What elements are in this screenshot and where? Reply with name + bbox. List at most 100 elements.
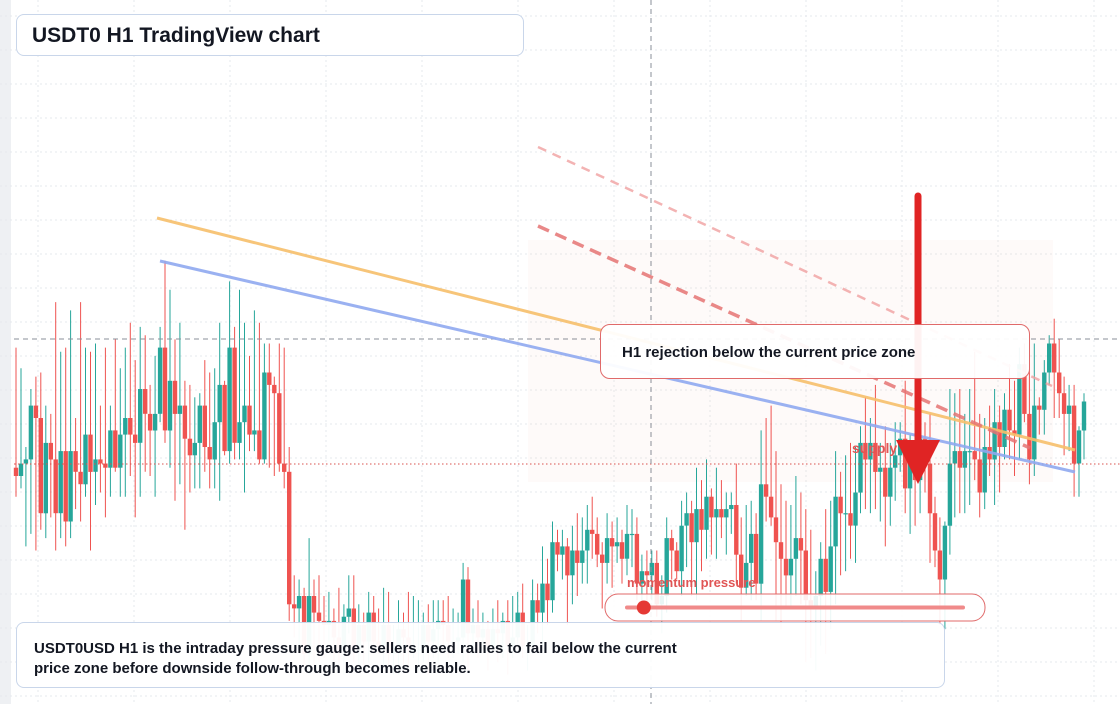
momentum-gauge-knob[interactable] [636,600,651,615]
candle-body [232,347,237,443]
candle-bullish [197,393,202,489]
analysis-note-card: USDT0USD H1 is the intraday pressure gau… [16,622,945,688]
candle-body [1037,405,1042,410]
candle-body [823,558,828,592]
candle-body [669,538,674,551]
candle-bearish [768,405,774,526]
candle-bullish [580,517,585,584]
candle-body [38,418,43,514]
candle-bearish [128,322,133,476]
candle-body [853,492,858,526]
candle-bullish [878,442,883,522]
candle-body [555,542,560,555]
candle-bearish [669,529,674,580]
candle-body [152,413,158,431]
candle-bearish [595,517,600,568]
candle-bearish [172,339,178,501]
candle-body [942,525,948,580]
candle-bearish [207,372,212,489]
candle-body [93,459,98,472]
candle-body [952,451,957,464]
candle-bullish [982,418,987,510]
candle-bullish [1032,343,1037,476]
candle-body [649,562,654,576]
candle-body [187,438,193,456]
candle-body [729,505,734,510]
candle-body [734,505,739,555]
candle-body [272,384,277,394]
candle-body [292,604,297,609]
candle-body [296,596,302,609]
candle-bearish [863,397,868,510]
candle-body [177,405,183,414]
candle-body [982,447,987,493]
candle-body [1071,405,1077,464]
candle-body [947,463,953,526]
candle-bearish [162,260,168,443]
candle-body [197,405,202,443]
candle-bearish [1057,339,1062,418]
candle-body [679,525,684,572]
candle-bearish [53,302,58,551]
candle-bullish [833,451,838,605]
candle-bearish [33,376,39,551]
candle-body [773,517,779,543]
candle-body [18,463,24,476]
candle-body [937,550,943,580]
candle-body [13,467,19,476]
candle-body [689,513,694,543]
candle-body [694,509,699,543]
candle-body [744,562,749,588]
candle-bearish [143,335,148,472]
candle-bearish [555,529,560,572]
candle-body [585,529,590,551]
candle-body [346,608,351,617]
candle-body [838,496,843,514]
candle-body [957,451,962,468]
candle-body [28,405,34,460]
chart-title-card: USDT0 H1 TradingView chart [16,14,524,56]
candle-body [778,542,784,559]
candle-body [873,442,878,472]
candle-bullish [570,525,575,605]
candle-body [768,496,774,518]
candle-body [1007,409,1012,431]
candle-body [227,347,232,452]
candle-bullish [227,281,232,464]
candle-body [282,463,287,472]
candle-body [287,471,292,605]
candle-bullish [744,505,749,596]
candle-body [58,451,63,514]
candle-bearish [873,384,878,510]
candle-body [724,509,729,518]
candle-bearish [133,360,138,518]
rejection-callout: H1 rejection below the current price zon… [600,324,1030,379]
candle-bullish [843,455,848,572]
candle-bullish [947,389,953,555]
candle-bearish [783,500,789,609]
candle-bullish [649,550,654,601]
candle-bearish [763,418,769,522]
candle-body [207,447,212,460]
candle-bullish [585,505,590,584]
candle-bullish [758,430,764,621]
candle-bearish [282,347,287,489]
candle-bullish [614,517,620,563]
candle-bearish [848,442,853,559]
candle-bearish [103,347,108,518]
candle-body [202,405,207,447]
candle-bearish [753,513,759,601]
candle-bullish [217,322,222,501]
candle-bearish [798,492,804,605]
rejection-callout-text: H1 rejection below the current price zon… [622,344,916,361]
rejection-arrow-icon [896,440,940,484]
candle-body [63,451,68,522]
candle-bearish [113,339,118,472]
candle-body [1002,409,1007,447]
candle-body [803,550,808,601]
candle-body [48,442,53,460]
candle-body [614,542,620,547]
candle-body [247,405,252,435]
candle-body [43,442,48,514]
candle-body [704,496,709,530]
